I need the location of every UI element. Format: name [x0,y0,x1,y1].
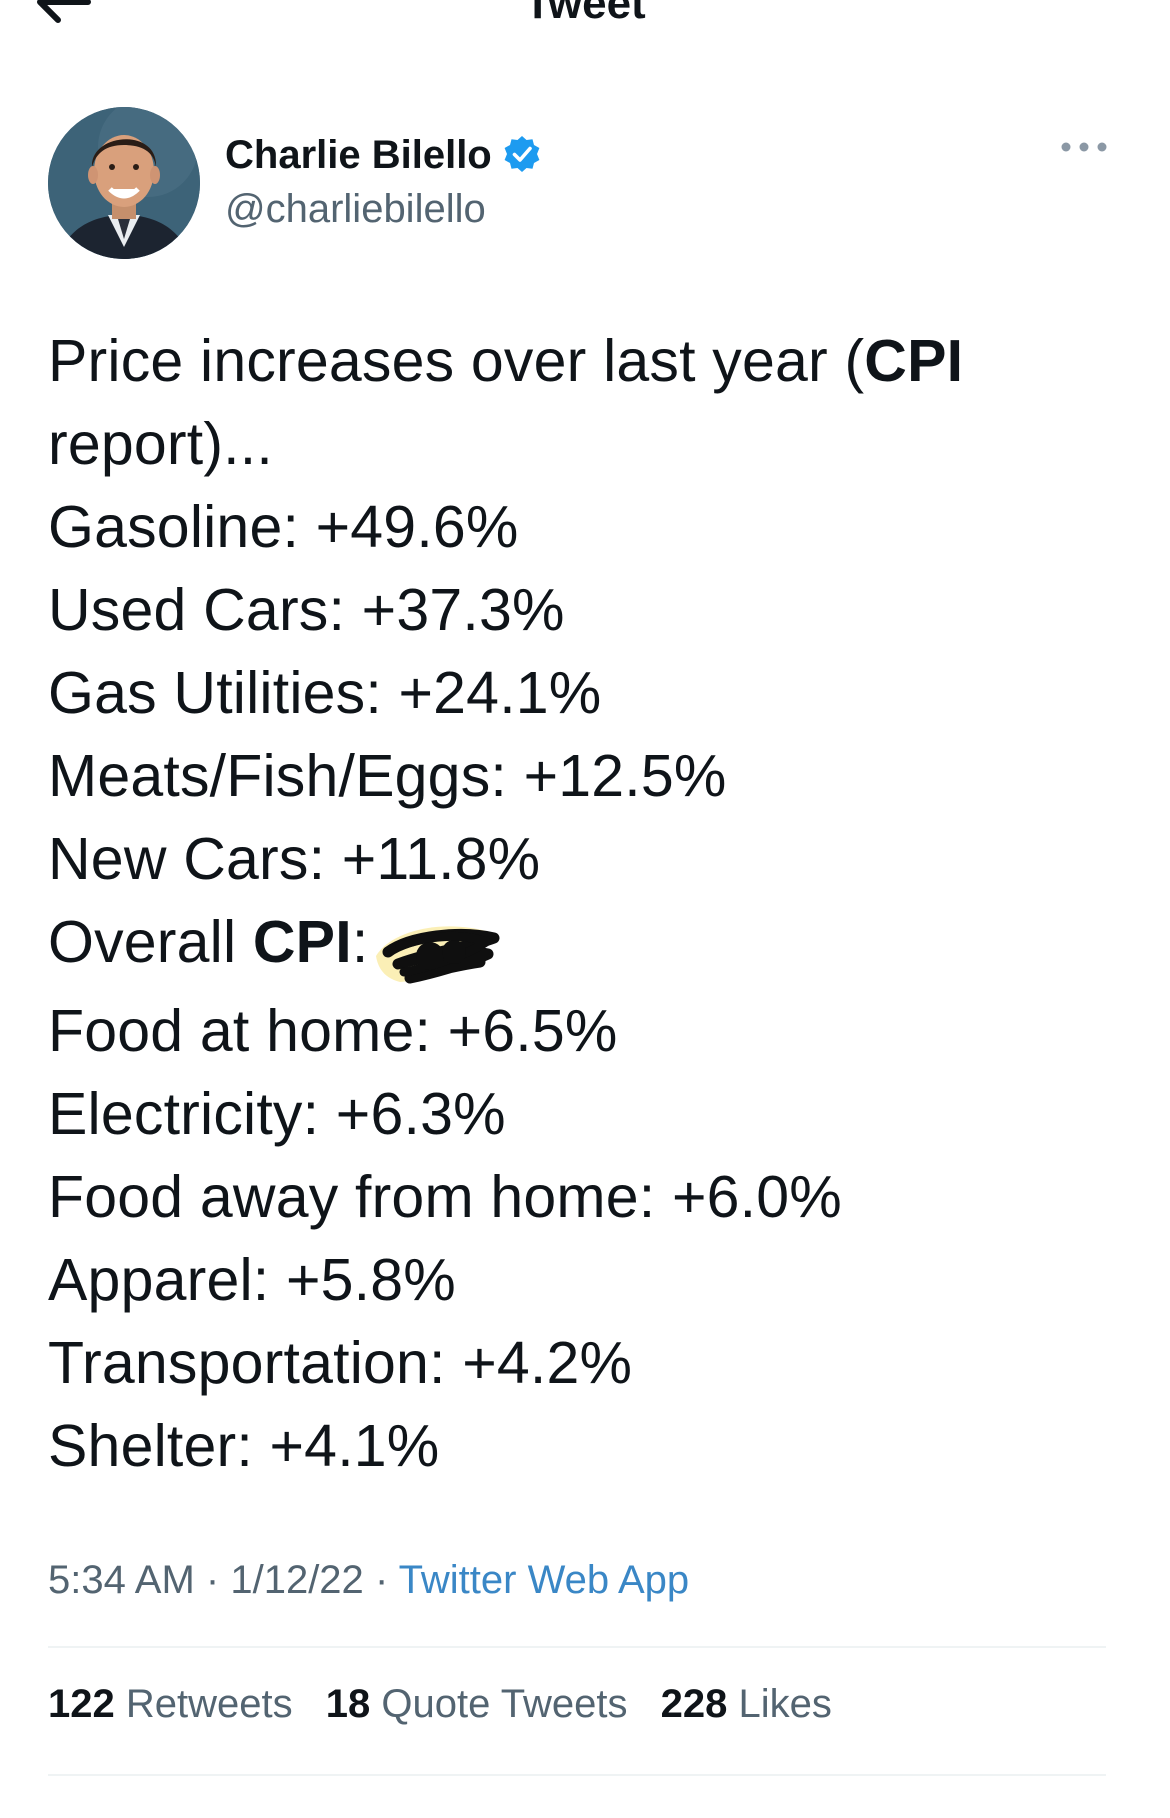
tweet-line-item: Used Cars: +37.3% [48,577,565,643]
meta-separator: · [374,1558,389,1602]
tweet-line-item: Transportation: +4.2% [48,1330,633,1396]
tweet-text: Price increases over last year (CPI repo… [48,320,1118,1488]
tweet-line: report)... [48,411,273,477]
tweet-line-item: Gasoline: +49.6% [48,494,519,560]
quote-tweets-label: Quote Tweets [381,1682,628,1726]
tweet-text-bold: CPI [864,328,964,394]
tweet-text-bold: CPI [252,909,352,975]
tweet-line-item: Electricity: +6.3% [48,1081,506,1147]
retweets-stat[interactable]: 122 Retweets [48,1680,293,1728]
redaction-scribble-icon [376,926,500,984]
quote-tweets-stat[interactable]: 18 Quote Tweets [326,1680,628,1728]
tweet-line-item: Meats/Fish/Eggs: +12.5% [48,743,727,809]
top-bar: Tweet [0,0,1170,40]
tweet-line-item: New Cars: +11.8% [48,826,541,892]
tweet-text-segment: Overall [48,909,253,975]
display-name[interactable]: Charlie Bilello [225,131,542,179]
page-title: Tweet [524,0,646,28]
avatar[interactable] [48,107,200,259]
quote-tweets-count: 18 [325,1682,371,1726]
tweet-meta: 5:34 AM · 1/12/22 · Twitter Web App [48,1556,689,1604]
arrow-left-icon[interactable] [34,0,94,24]
tweet-line-overall-cpi: Overall CPI: [48,901,1118,990]
likes-label: Likes [738,1682,832,1726]
tweet-author: Charlie Bilello @charliebilello [48,107,1118,259]
tweet-line-item: Shelter: +4.1% [48,1413,440,1479]
tweet-text-segment: : [351,909,369,975]
tweet-stats: 122 Retweets 18 Quote Tweets 228 Likes [48,1680,854,1728]
tweet-line-item: Apparel: +5.8% [48,1247,456,1313]
display-name-text: Charlie Bilello [225,133,492,177]
tweet-text-segment: Price increases over last year ( [48,328,865,394]
retweets-count: 122 [48,1682,115,1726]
user-handle[interactable]: @charliebilello [225,187,486,231]
retweets-label: Retweets [125,1682,293,1726]
tweet-line-item: Food at home: +6.5% [48,998,618,1064]
tweet-line-item: Food away from home: +6.0% [48,1164,842,1230]
profile-photo-icon [48,107,200,259]
tweet-date[interactable]: 1/12/22 [230,1558,364,1602]
divider [48,1646,1106,1648]
likes-stat[interactable]: 228 Likes [661,1680,832,1728]
tweet-source-link[interactable]: Twitter Web App [398,1558,690,1602]
divider [48,1774,1106,1776]
likes-count: 228 [660,1682,728,1726]
meta-separator: · [205,1558,220,1602]
tweet-line: Price increases over last year (CPI [48,320,1118,403]
more-horizontal-icon[interactable] [1058,137,1110,157]
verified-badge-icon [504,136,540,172]
tweet-line-item: Gas Utilities: +24.1% [48,660,602,726]
tweet-time[interactable]: 5:34 AM [48,1558,195,1602]
